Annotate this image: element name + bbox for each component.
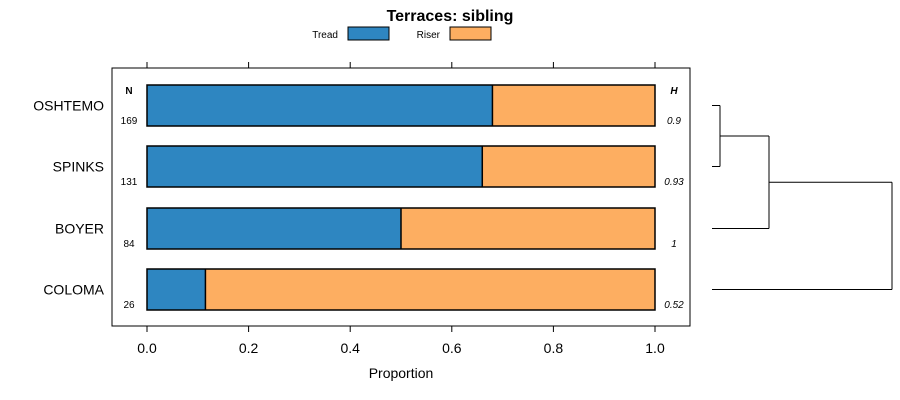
- category-labels: OSHTEMO SPINKS BOYER COLOMA: [33, 98, 104, 298]
- h-value: 0.93: [664, 177, 684, 188]
- bar-tread-spinks: [147, 146, 483, 187]
- bar-riser-boyer: [401, 208, 655, 249]
- bar-outline: [146, 207, 656, 250]
- chart-title: Terraces: sibling: [387, 8, 514, 25]
- bars: [146, 84, 656, 311]
- bar-riser-coloma: [205, 269, 656, 310]
- x-tick-label: 0.6: [442, 340, 462, 356]
- dendrogram: [712, 105, 893, 290]
- legend: Tread Riser: [312, 26, 492, 41]
- n-value: 131: [121, 177, 138, 188]
- h-column: H 0.9 0.93 1 0.52: [664, 86, 684, 311]
- bar-riser-spinks: [482, 146, 655, 187]
- plot-frame: [111, 67, 691, 327]
- bar-outline: [146, 84, 656, 127]
- bar-tread-coloma: [147, 269, 206, 310]
- bar-riser-oshtemo: [492, 85, 655, 126]
- category-label: COLOMA: [43, 282, 104, 298]
- x-tick-label: 0.2: [239, 340, 259, 356]
- category-label: BOYER: [55, 221, 104, 237]
- x-tick-label: 1.0: [645, 340, 665, 356]
- top-axis-ticks: [146, 62, 656, 68]
- legend-swatch-riser: [449, 26, 492, 41]
- n-column: N 169 131 84 26: [121, 86, 138, 311]
- n-value: 26: [123, 300, 135, 311]
- n-header: N: [125, 86, 132, 97]
- x-tick-label: 0.0: [137, 340, 157, 356]
- category-label: OSHTEMO: [33, 98, 104, 114]
- bar-tread-oshtemo: [147, 85, 493, 126]
- x-tick-label: 0.4: [340, 340, 360, 356]
- bottom-axis: 0.0 0.2 0.4 0.6 0.8 1.0: [137, 326, 665, 356]
- x-axis-label: Proportion: [369, 365, 434, 381]
- bar-outline: [146, 145, 656, 188]
- h-value: 0.52: [664, 300, 684, 311]
- category-label: SPINKS: [53, 159, 104, 175]
- x-tick-label: 0.8: [544, 340, 564, 356]
- n-value: 169: [121, 116, 138, 127]
- legend-label-tread: Tread: [312, 30, 338, 41]
- n-value: 84: [123, 239, 135, 250]
- h-value: 1: [671, 239, 677, 250]
- bar-outline: [146, 268, 656, 311]
- bar-tread-boyer: [147, 208, 401, 249]
- h-value: 0.9: [667, 116, 681, 127]
- legend-swatch-tread: [347, 26, 390, 41]
- h-header: H: [670, 86, 678, 97]
- legend-label-riser: Riser: [417, 30, 441, 41]
